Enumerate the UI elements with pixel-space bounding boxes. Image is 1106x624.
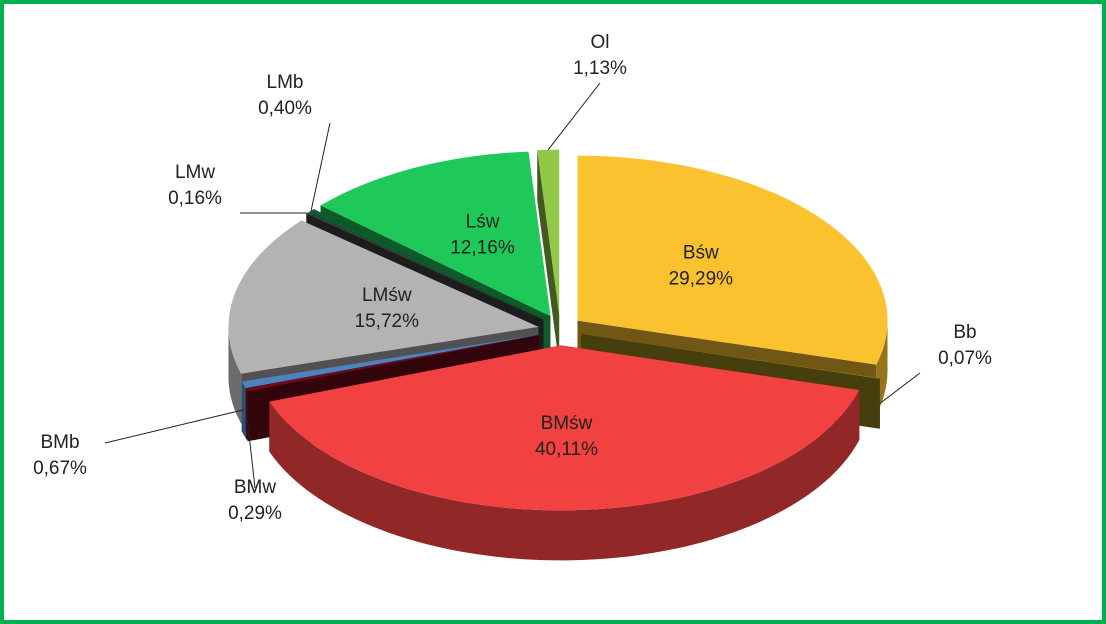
slice-category: BMb: [40, 432, 79, 453]
slice-label: 0,07%: [938, 348, 992, 369]
slice-category: LMśw: [362, 285, 412, 306]
slice: [245, 335, 540, 392]
slice: [269, 345, 860, 511]
slice-category: Ol: [591, 32, 610, 53]
slice-label: 12,16%: [450, 238, 515, 259]
slice: [577, 155, 888, 365]
leader-line: [310, 122, 331, 211]
slice-label: 0,40%: [258, 98, 312, 119]
slice-category: BMw: [234, 477, 277, 498]
slice: [241, 334, 540, 389]
slice-category: LMw: [175, 162, 215, 183]
slice-label: 0,16%: [168, 188, 222, 209]
slice-label: 15,72%: [355, 311, 420, 332]
slice: [537, 149, 560, 315]
slice-wall: [241, 381, 246, 439]
leader-line: [104, 409, 244, 444]
slice-label: 0,67%: [33, 458, 87, 479]
slice: [320, 151, 551, 317]
leader-line: [547, 82, 601, 151]
slice-wall: [245, 388, 248, 442]
slice-wall: [269, 390, 860, 561]
slice: [581, 334, 880, 379]
slice-side: [537, 150, 560, 365]
slice-category: LMb: [267, 72, 304, 93]
slice-label: 40,11%: [535, 439, 598, 460]
slice-label: 0,29%: [228, 503, 282, 524]
leader-line: [246, 414, 256, 489]
slice: [308, 209, 544, 320]
slice-label: 29,29%: [669, 269, 734, 290]
leader-line: [879, 372, 921, 404]
slice-wall: [228, 326, 242, 424]
slice-category: Lśw: [466, 212, 500, 233]
slice-label: 1,13%: [573, 58, 627, 79]
slice: [228, 220, 539, 374]
slice-category: Bśw: [683, 243, 719, 264]
slice: [306, 212, 544, 321]
slice-category: BMśw: [541, 413, 593, 434]
slice-category: Bb: [953, 322, 976, 343]
